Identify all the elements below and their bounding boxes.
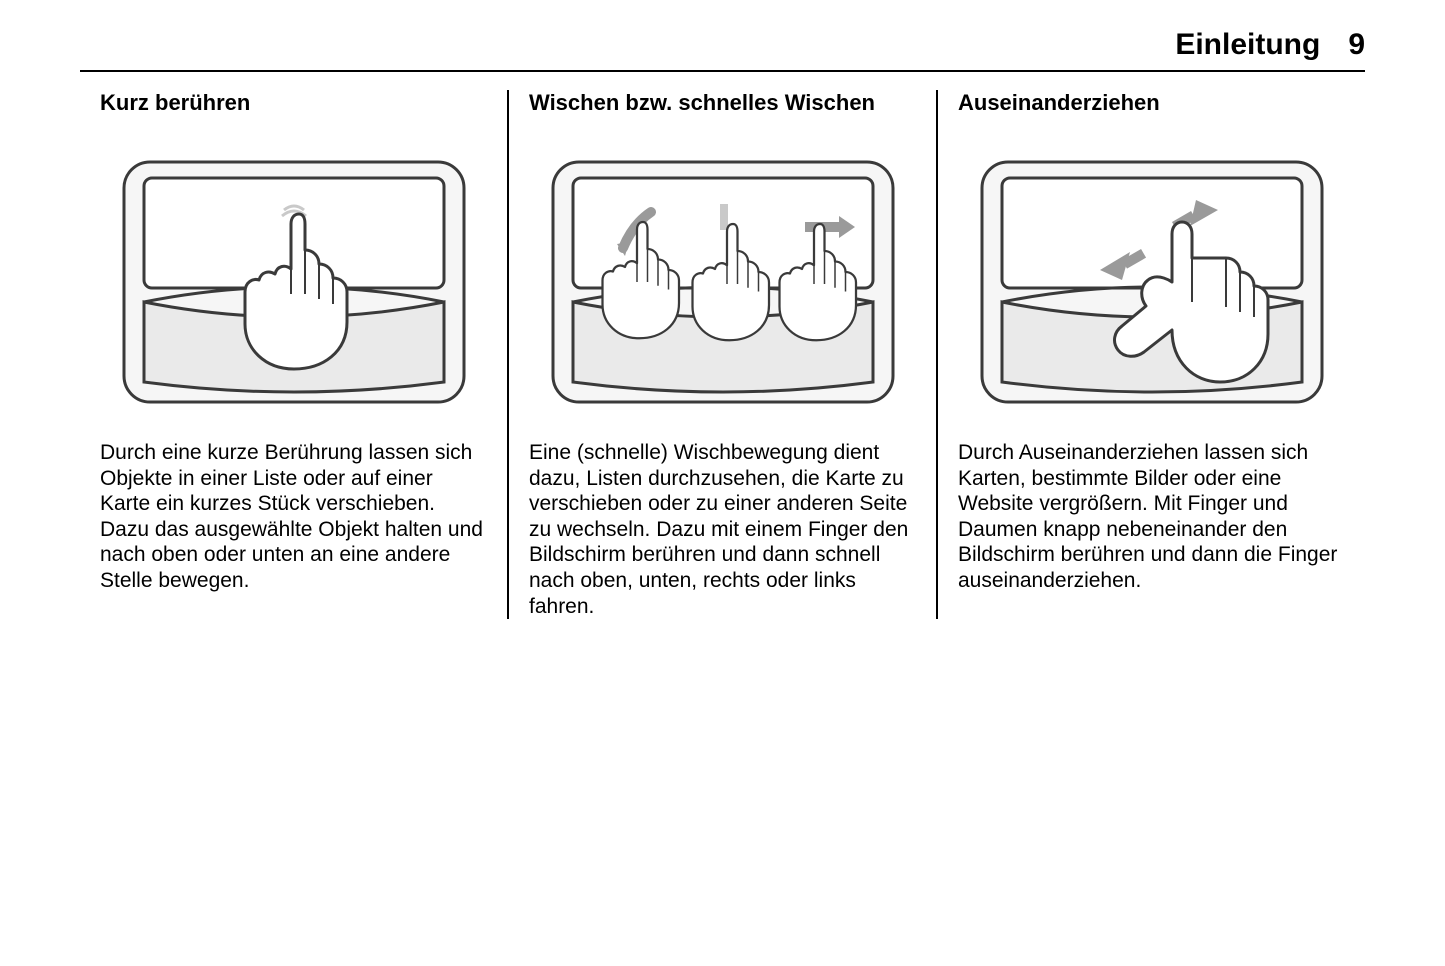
spread-icon: [972, 152, 1332, 412]
body-swipe: Eine (schnelle) Wischbewegung dient dazu…: [529, 440, 916, 619]
body-tap: Durch eine kurze Berührung lassen sich O…: [100, 440, 487, 594]
heading-spread: Auseinanderziehen: [958, 90, 1345, 116]
heading-tap: Kurz berühren: [100, 90, 487, 116]
illustration-swipe: [529, 152, 916, 412]
illustration-spread: [958, 152, 1345, 412]
tap-icon: [114, 152, 474, 412]
column-spread: Auseinanderziehen: [936, 90, 1365, 619]
illustration-tap: [100, 152, 487, 412]
body-spread: Durch Auseinanderziehen lassen sich Kart…: [958, 440, 1345, 594]
swipe-icon: [543, 152, 903, 412]
manual-page: Einleitung 9 Kurz berühren: [0, 0, 1445, 966]
column-tap: Kurz berühren: [80, 90, 507, 619]
column-swipe: Wischen bzw. schnelles Wischen: [507, 90, 936, 619]
page-header: Einleitung 9: [80, 28, 1365, 72]
heading-swipe: Wischen bzw. schnelles Wischen: [529, 90, 916, 116]
section-title: Einleitung: [1175, 28, 1320, 62]
content-columns: Kurz berühren: [80, 90, 1365, 619]
page-number: 9: [1348, 28, 1365, 62]
